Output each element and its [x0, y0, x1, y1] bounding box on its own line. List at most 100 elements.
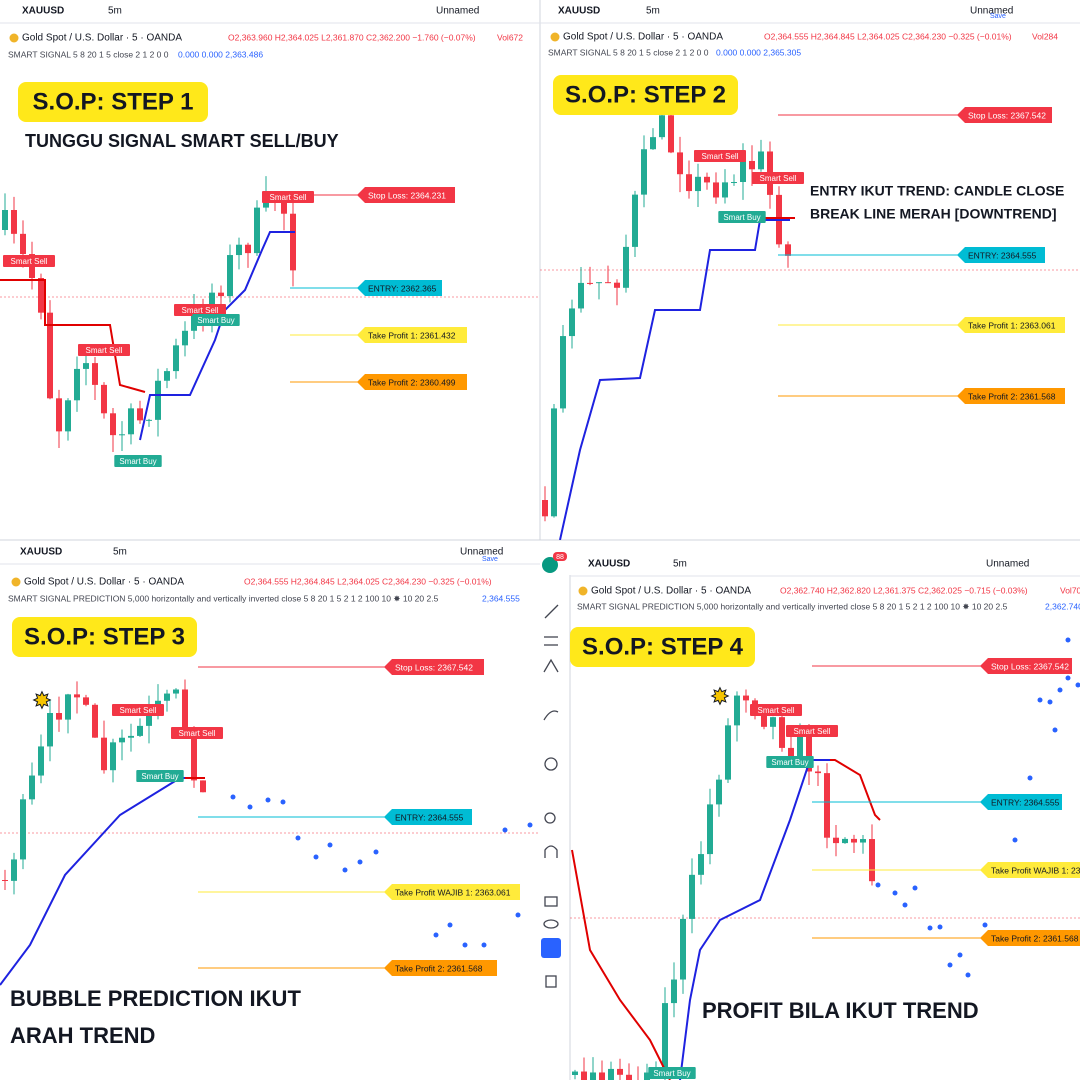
tool-icon-active[interactable] [541, 938, 561, 958]
signal-tag [694, 150, 746, 162]
candle-body [101, 737, 107, 771]
signal-tag [786, 725, 838, 737]
toolbar-item[interactable]: XAUUSD [558, 6, 600, 17]
candle-body [236, 244, 242, 256]
toolbar-item[interactable]: Unnamed [970, 6, 1013, 17]
signal-label: Smart Buy [119, 457, 156, 466]
indicator-name: SMART SIGNAL PREDICTION 5,000 horizontal… [8, 593, 439, 603]
candle-body [281, 202, 287, 214]
candle-body [644, 1072, 650, 1080]
tool-icon[interactable] [545, 975, 557, 988]
signal-label: Smart Sell [758, 706, 795, 715]
caption: BUBBLE PREDICTION IKUT [10, 986, 301, 1011]
prediction-bubble [957, 952, 963, 958]
candle-body [689, 874, 695, 919]
level-tag [980, 794, 1062, 810]
chart-panel: ✸ Stop Loss: 2367.542 ENTRY: 2364.555 Take … [542, 552, 1080, 1080]
candle-body [74, 368, 80, 401]
candle-body [860, 839, 866, 843]
candle-body [2, 210, 8, 230]
signal-tag [262, 191, 314, 203]
prediction-bubble [447, 922, 453, 928]
prediction-bubble [357, 859, 363, 865]
candle-body [155, 380, 161, 420]
prediction-bubble [912, 885, 918, 891]
symbol-icon [9, 33, 19, 43]
caption: PROFIT BILA IKUT TREND [702, 998, 979, 1023]
candle-body [743, 695, 749, 701]
candle-body [659, 115, 665, 138]
tool-icon[interactable] [543, 710, 559, 721]
candle-body [119, 434, 125, 436]
toolbar-item[interactable]: XAUUSD [22, 6, 64, 17]
ohlc: O2,364.555 H2,364.845 L2,364.025 C2,364.… [764, 31, 1012, 41]
tool-icon[interactable] [544, 604, 559, 619]
toolbar-item[interactable]: XAUUSD [20, 547, 62, 558]
level-tag [957, 107, 1052, 123]
prediction-bubble [1065, 637, 1071, 643]
toolbar-item[interactable]: Unnamed [460, 547, 503, 558]
notification-count: 88 [556, 554, 564, 561]
signal-tag [750, 704, 802, 716]
tool-icon[interactable] [544, 845, 558, 858]
toolbar-item[interactable]: 5m [673, 559, 687, 570]
toolbar-item[interactable]: XAUUSD [588, 559, 630, 570]
volume: Vol703 [1060, 585, 1080, 595]
tool-icon[interactable] [543, 919, 559, 929]
indicator-values: 2,364.555 [482, 593, 520, 603]
tool-icon[interactable] [543, 658, 559, 673]
level-tag [384, 960, 497, 976]
step-badge [18, 82, 208, 122]
candle-body [677, 152, 683, 175]
star-icon: ✸ [711, 684, 729, 709]
candle-body [173, 689, 179, 694]
candle-body [47, 312, 53, 399]
candle-body [128, 408, 134, 435]
toolbar-item[interactable]: 5m [113, 547, 127, 558]
candle-body [164, 371, 170, 381]
toolbar-item[interactable]: Unnamed [986, 559, 1029, 570]
signal-tag [718, 211, 766, 223]
candle-body [731, 182, 737, 184]
candle-body [686, 174, 692, 192]
plot-area: ✸ Stop Loss: 2367.542 ENTRY: 2364.555 Take … [0, 659, 540, 986]
tool-icon[interactable] [544, 757, 558, 771]
star-icon: ✸ [33, 688, 51, 713]
level-tag [980, 930, 1080, 946]
signal-tag [136, 770, 184, 782]
toolbar-item[interactable]: 5m [108, 6, 122, 17]
candle-body [56, 398, 62, 432]
candle-body [761, 713, 767, 727]
level-label: Take Profit 1: 2363.061 [968, 320, 1056, 330]
tool-icon[interactable] [544, 896, 558, 907]
candle-body [128, 735, 134, 738]
candle-body [137, 725, 143, 736]
prediction-bubble [247, 804, 253, 810]
volume: Vol284 [1032, 31, 1058, 41]
signal-label: Smart Sell [86, 346, 123, 355]
prediction-bubble [373, 849, 379, 855]
prediction-bubble [1037, 697, 1043, 703]
prediction-bubble [265, 797, 271, 803]
toolbar-item[interactable]: 5m [646, 6, 660, 17]
signal-label: Smart Sell [270, 193, 307, 202]
plot-area: ✸ Stop Loss: 2367.542 ENTRY: 2364.555 Take … [570, 637, 1080, 1080]
indicator-values: 0.000 0.000 2,365.305 [716, 47, 801, 57]
prediction-bubble [1075, 682, 1080, 688]
toolbar-item[interactable]: Unnamed [436, 6, 479, 17]
toolbar-item[interactable]: Save [482, 556, 498, 563]
symbol-icon [578, 586, 588, 596]
prediction-bubble [342, 867, 348, 873]
candle-body [770, 717, 776, 727]
candle-body [707, 804, 713, 855]
trend-line-up [559, 219, 790, 540]
candle-body [38, 746, 44, 776]
candle-body [695, 176, 701, 192]
plot-area: Stop Loss: 2364.231 ENTRY: 2362.365 Take P… [0, 176, 540, 467]
step-title: S.O.P: STEP 3 [24, 623, 185, 650]
tool-icon[interactable] [544, 812, 556, 824]
toolbar-item[interactable]: Save [990, 13, 1006, 20]
prediction-bubble [1047, 699, 1053, 705]
step-title: S.O.P: STEP 1 [33, 88, 194, 115]
candle-body [290, 213, 296, 271]
